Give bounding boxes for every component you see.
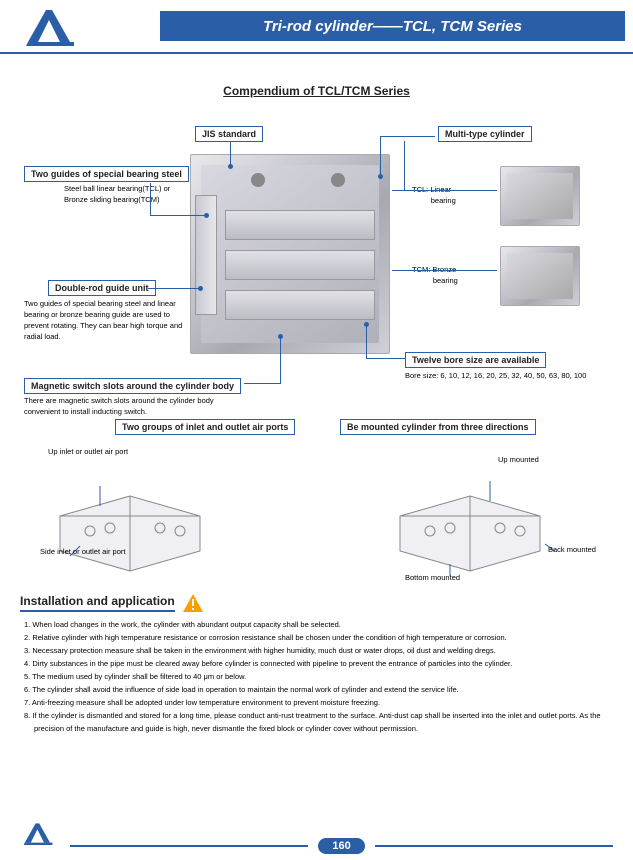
callout-jis: JIS standard [195,126,263,142]
note-item: 2. Relative cylinder with high temperatu… [24,631,609,644]
installation-title: Installation and application [20,594,175,612]
label-back-mount: Back mounted [548,544,596,555]
thumb-tcm [500,246,580,306]
product-main-image [190,154,390,354]
illus-mount [380,456,560,576]
thumb-tcl [500,166,580,226]
callout-twogroups: Two groups of inlet and outlet air ports [115,419,295,435]
label-tcl: TCL: Linear bearing [412,184,456,206]
note-item: 6. The cylinder shall avoid the influenc… [24,683,609,696]
warning-icon [183,594,203,612]
note-item: 1. When load changes in the work, the cy… [24,618,609,631]
label-up-inlet: Up inlet or outlet air port [48,446,128,457]
callout-magslot-sub: There are magnetic switch slots around t… [24,395,244,417]
note-item: 8. If the cylinder is dismantled and sto… [24,709,609,735]
installation-notes: 1. When load changes in the work, the cy… [24,618,609,735]
diagram-area: JIS standard Multi-type cylinder Two gui… [0,106,633,586]
callout-mounted: Be mounted cylinder from three direction… [340,419,536,435]
illus-ports [40,456,220,576]
subtitle: Compendium of TCL/TCM Series [0,84,633,98]
label-up-mount: Up mounted [498,454,539,465]
page-number: 160 [318,838,364,854]
label-bottom-mount: Bottom mounted [405,572,460,583]
footer: 160 [0,838,633,854]
callout-multi: Multi-type cylinder [438,126,532,142]
label-tcm: TCM: Bronze bearing [412,264,458,286]
note-item: 5. The medium used by cylinder shall be … [24,670,609,683]
note-item: 4. Dirty substances in the pipe must be … [24,657,609,670]
callout-guides: Two guides of special bearing steel [24,166,189,182]
page-title: Tri-rod cylinder——TCL, TCM Series [160,11,625,41]
label-side-inlet: Side inlet or outlet air port [40,546,125,557]
callout-twelve-sub: Bore size: 6, 10, 12, 16, 20, 25, 32, 40… [405,370,586,381]
callout-twelve: Twelve bore size are available [405,352,546,368]
page-header: Tri-rod cylinder——TCL, TCM Series [0,0,633,54]
callout-doublerod-sub: Two guides of special bearing steel and … [24,298,184,342]
note-item: 3. Necessary protection measure shall be… [24,644,609,657]
installation-header: Installation and application [20,594,613,612]
callout-doublerod: Double-rod guide unit [48,280,156,296]
callout-guides-sub: Steel ball linear bearing(TCL) or Bronze… [64,183,170,205]
callout-magslot: Magnetic switch slots around the cylinde… [24,378,241,394]
logo-icon [20,6,80,46]
note-item: 7. Anti-freezing measure shall be adopte… [24,696,609,709]
